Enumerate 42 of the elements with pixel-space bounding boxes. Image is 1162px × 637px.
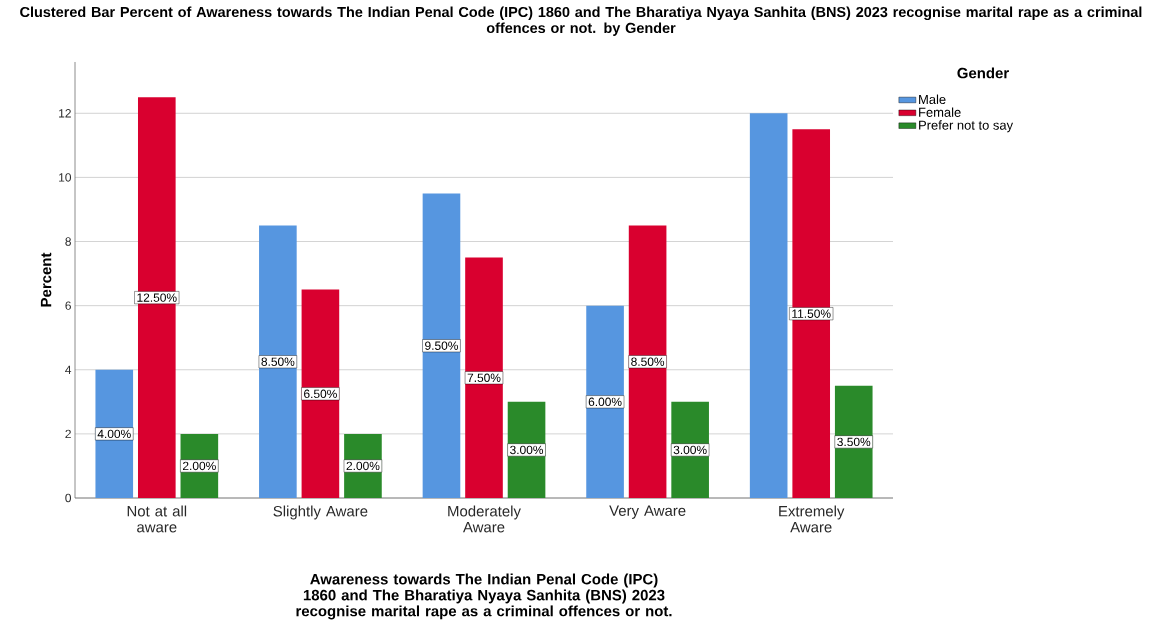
data-label: 6.50% [304,389,337,399]
bar [259,225,297,498]
data-label: 11.50% [792,309,831,318]
y-tick-label: 8 [65,237,71,246]
bar [137,97,176,498]
y-tick-label: 0 [65,493,72,503]
legend-title: Gender [957,67,1009,79]
y-axis-title: Percent [40,252,52,307]
bar [422,193,461,498]
data-label: 2.00% [182,461,216,471]
data-label: 3.00% [673,445,707,455]
bar [749,113,788,498]
y-tick-label: 12 [59,109,71,118]
bar [465,257,503,498]
x-tick-label: Not at all aware [127,505,187,533]
legend-label: Male [919,94,946,105]
x-tick-label: Extremely Aware [779,505,845,533]
bar [628,225,667,498]
data-label: 8.50% [631,357,665,366]
y-tick-label: 2 [65,429,71,439]
data-label: 9.50% [425,341,458,350]
data-label: 4.00% [97,429,131,439]
x-tick-label: Moderately Aware [448,505,521,533]
data-label: 2.00% [346,461,380,471]
bar [95,369,134,498]
y-tick-label: 4 [65,365,72,374]
legend-label: Prefer not to say [919,120,1014,133]
data-label: 8.50% [261,357,295,366]
chart-title: Clustered Bar Percent of Awareness towards The Indian Penal Code (IPC) 1860 and The Bharatiya Nyaya Sanhita (BNS) 2023 recognise marital rape as a criminal offences or not. by Gender [20,6,1142,36]
bar [301,289,340,498]
x-tick-label: Slightly Aware [273,505,368,520]
y-tick-label: 10 [59,173,72,182]
data-label: 12.50% [137,293,177,302]
x-axis-title: Awareness towards The Indian Penal Code (IPC) 1860 and The Bharatiya Nyaya Sanhita (BNS) 2023 recognise marital rape as a criminal offences or not. [296,573,672,620]
data-label: 3.50% [837,437,871,447]
y-tick-label: 6 [65,301,71,310]
bar [586,305,624,498]
legend-label: Female [919,107,961,117]
data-label: 3.00% [510,445,544,455]
data-label: 6.00% [588,397,622,407]
data-label: 7.50% [467,373,501,382]
x-tick-label: Very Aware [609,505,686,519]
